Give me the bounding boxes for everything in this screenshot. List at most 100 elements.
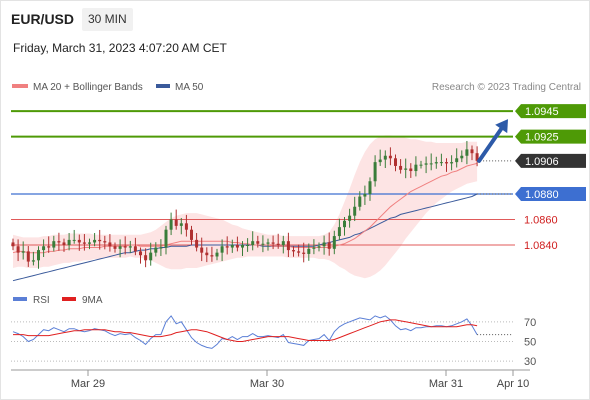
rsi-tick-label: 70 bbox=[524, 317, 536, 329]
ma50-line bbox=[12, 193, 478, 282]
candle-body bbox=[266, 242, 270, 244]
candle-body bbox=[439, 162, 443, 164]
candle-body bbox=[470, 149, 474, 154]
candle-body bbox=[190, 229, 193, 240]
candle-body bbox=[169, 219, 173, 230]
projection-arrow-head bbox=[495, 119, 508, 134]
candle-body bbox=[210, 255, 214, 257]
bollinger-band-area bbox=[13, 135, 478, 279]
candle-body bbox=[108, 242, 112, 247]
rsi-tick-label: 30 bbox=[524, 356, 536, 368]
candle-body bbox=[343, 220, 346, 228]
candle-body bbox=[31, 260, 35, 262]
ma50-legend-label: MA 50 bbox=[175, 82, 204, 93]
candles bbox=[11, 140, 479, 269]
candle-body bbox=[450, 162, 454, 164]
resistance-level-label: 1.0945 bbox=[525, 106, 559, 118]
candle-body bbox=[276, 243, 280, 245]
rsi-ma9-line bbox=[13, 319, 478, 342]
rsi-legend-label: RSI bbox=[33, 295, 50, 306]
ma50-legend-swatch bbox=[156, 84, 170, 88]
candle-body bbox=[174, 219, 178, 226]
candle-body bbox=[404, 168, 408, 170]
rsi-legend: RSI 9MA bbox=[13, 295, 103, 306]
x-axis: Mar 29 Mar 30 Mar 31 Apr 10 bbox=[11, 369, 530, 390]
candle-body bbox=[327, 242, 331, 249]
pivot-level-tag bbox=[515, 187, 586, 201]
candle-body bbox=[256, 241, 260, 244]
candle-body bbox=[77, 239, 81, 243]
support-level-label: 1.0860 bbox=[524, 215, 558, 227]
candle-body bbox=[47, 246, 51, 248]
ma20-legend-label: MA 20 + Bollinger Bands bbox=[33, 82, 143, 93]
candle-body bbox=[419, 164, 423, 166]
x-tick-label: Mar 31 bbox=[429, 378, 463, 390]
candle-body bbox=[332, 236, 336, 249]
candle-body bbox=[302, 252, 306, 254]
candle-body bbox=[424, 163, 428, 165]
level-labels: 1.0945 1.0925 1.0906 1.0880 1.0860 1.0840 bbox=[515, 104, 586, 252]
main-legend: MA 20 + Bollinger Bands MA 50 Research ©… bbox=[12, 82, 581, 93]
candle-body bbox=[159, 247, 163, 249]
candle-body bbox=[179, 223, 183, 226]
candle-body bbox=[434, 162, 438, 164]
candle-body bbox=[353, 206, 357, 216]
current-level-tag bbox=[515, 153, 586, 168]
rsi-panel: 70 50 30 bbox=[11, 315, 536, 368]
candle-body bbox=[235, 245, 239, 248]
candle-body bbox=[322, 242, 326, 247]
moving-averages bbox=[12, 162, 513, 282]
candle-body bbox=[388, 155, 392, 159]
candle-body bbox=[286, 241, 290, 251]
candle-body bbox=[368, 181, 372, 194]
resistance-level-tag bbox=[515, 104, 586, 119]
candle-body bbox=[409, 168, 413, 172]
x-tick-label: Mar 30 bbox=[250, 378, 284, 390]
candle-body bbox=[72, 239, 76, 241]
candle-body bbox=[88, 242, 91, 244]
candle-body bbox=[139, 251, 142, 256]
candle-body bbox=[200, 247, 204, 253]
current-level-label: 1.0906 bbox=[525, 156, 559, 168]
rsi-tick-label: 50 bbox=[524, 337, 536, 349]
candle-body bbox=[52, 241, 56, 248]
candle-body bbox=[62, 242, 66, 245]
candle-body bbox=[445, 162, 448, 164]
candle-body bbox=[144, 255, 148, 261]
candle-body bbox=[241, 245, 244, 248]
candle-body bbox=[383, 155, 387, 160]
candle-body bbox=[149, 252, 153, 261]
candle-body bbox=[460, 155, 464, 159]
candle-body bbox=[297, 251, 301, 253]
candle-body bbox=[251, 241, 255, 245]
support-level-label: 1.0840 bbox=[524, 240, 558, 252]
resistance-level-tag bbox=[515, 129, 586, 144]
candle-body bbox=[378, 159, 382, 163]
candle-body bbox=[205, 252, 209, 256]
candle-body bbox=[26, 251, 30, 262]
candle-body bbox=[154, 247, 158, 253]
resistance-level-label: 1.0925 bbox=[525, 132, 559, 144]
candle-body bbox=[348, 215, 352, 221]
candle-body bbox=[414, 164, 418, 172]
candle-body bbox=[164, 229, 168, 248]
x-tick-label: Apr 10 bbox=[497, 378, 529, 390]
candle-body bbox=[394, 158, 397, 166]
timeframe-badge[interactable]: 30 MIN bbox=[82, 8, 133, 31]
candle-body bbox=[230, 245, 234, 248]
candle-body bbox=[337, 227, 341, 237]
ma20-line bbox=[12, 162, 478, 254]
candle-body bbox=[42, 246, 46, 251]
ma9-legend-label: 9MA bbox=[82, 295, 103, 306]
candle-body bbox=[373, 162, 377, 182]
candle-body bbox=[57, 241, 61, 243]
candle-body bbox=[455, 158, 459, 163]
candle-body bbox=[465, 149, 469, 156]
candle-body bbox=[317, 246, 321, 248]
candle-body bbox=[11, 242, 15, 247]
candle-body bbox=[123, 246, 127, 248]
ma9-legend-swatch bbox=[62, 297, 76, 301]
candle-body bbox=[118, 246, 122, 249]
candle-body bbox=[363, 194, 367, 197]
datetime-label: Friday, March 31, 2023 4:07:20 AM CET bbox=[13, 41, 227, 55]
